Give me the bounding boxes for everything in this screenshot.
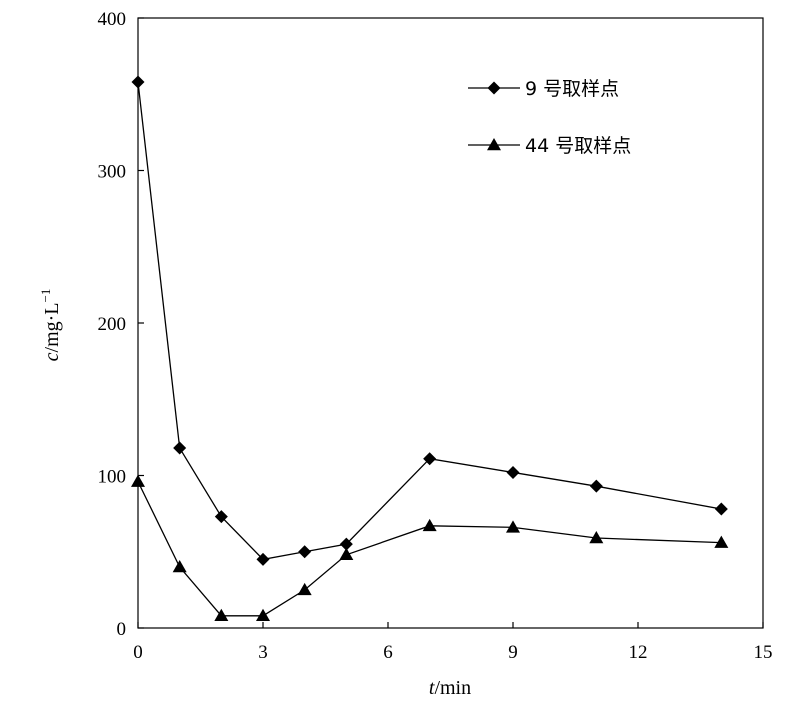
- diamond-data-point: [339, 537, 353, 551]
- diamond-data-point: [298, 545, 312, 559]
- diamond-data-point: [589, 479, 603, 493]
- series-layer: [131, 75, 729, 622]
- x-tick-label: 0: [133, 642, 143, 663]
- legend-item: 9 号取样点: [468, 78, 619, 100]
- legend-diamond-icon: [487, 81, 501, 95]
- series-line: [137, 481, 722, 617]
- legend-label: 9 号取样点: [525, 78, 619, 100]
- legend-triangle-icon: [487, 138, 501, 151]
- y-tick-label: 200: [98, 314, 127, 335]
- series-2: [131, 474, 729, 622]
- x-tick-label: 9: [508, 642, 518, 663]
- series-line: [137, 81, 722, 561]
- triangle-data-point: [339, 547, 354, 561]
- triangle-data-point: [131, 474, 145, 487]
- x-tick-label: 12: [629, 642, 648, 663]
- y-tick-label: 0: [117, 619, 127, 640]
- triangle-data-point: [714, 535, 729, 548]
- diamond-data-point: [256, 552, 270, 566]
- y-axis-label: c/mg·L−1: [38, 289, 63, 362]
- triangle-data-point: [506, 520, 520, 533]
- diamond-data-point: [714, 502, 728, 516]
- x-axis-label: t/min: [429, 677, 471, 699]
- y-tick-label: 100: [98, 467, 127, 488]
- diamond-data-point: [214, 510, 228, 524]
- legend-label: 44 号取样点: [525, 135, 631, 157]
- axis-ticks: 0 3 6 9 12 15 0 100 200 300 400: [98, 9, 773, 663]
- triangle-data-point: [172, 560, 187, 573]
- triangle-data-point: [256, 608, 270, 622]
- y-tick-label: 300: [98, 162, 127, 183]
- series-1: [131, 75, 728, 566]
- plot-border: [137, 17, 764, 629]
- legend-item: 44 号取样点: [468, 135, 631, 157]
- diamond-data-point: [423, 452, 437, 466]
- plot-area: [137, 17, 764, 629]
- triangle-data-point: [589, 531, 604, 544]
- legend: 9 号取样点 44 号取样点: [468, 78, 631, 157]
- y-tick-label: 400: [98, 9, 127, 30]
- diamond-data-point: [506, 465, 520, 479]
- diamond-data-point: [131, 75, 145, 89]
- x-tick-label: 15: [754, 642, 773, 663]
- triangle-data-point: [214, 608, 229, 622]
- triangle-data-point: [422, 518, 437, 532]
- x-tick-label: 6: [383, 642, 393, 663]
- x-tick-label: 3: [258, 642, 268, 663]
- diamond-data-point: [173, 441, 187, 455]
- triangle-data-point: [297, 582, 312, 596]
